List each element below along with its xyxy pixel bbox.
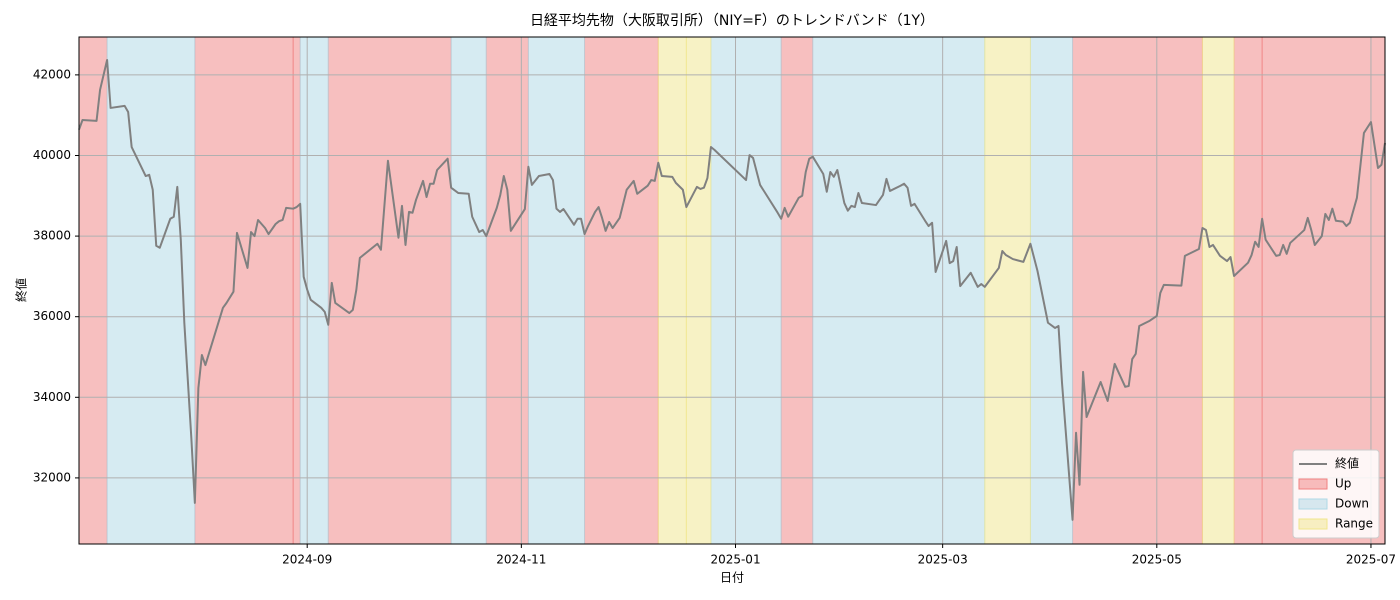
trend-band (527, 36, 586, 545)
y-tick-label: 36000 (33, 309, 71, 323)
trend-band (292, 36, 301, 545)
y-tick-label: 38000 (33, 229, 71, 243)
y-tick-label: 42000 (33, 67, 71, 81)
trend-band (780, 36, 814, 545)
price-line (78, 58, 1386, 521)
trend-band (984, 36, 1031, 545)
legend-label: Down (1335, 497, 1369, 511)
trend-band (1201, 36, 1235, 545)
trend-band (485, 36, 529, 545)
trend-band (685, 36, 712, 545)
trend-band (1029, 36, 1074, 545)
trend-band (584, 36, 659, 545)
x-tick-label: 2025-07 (1346, 553, 1396, 567)
y-tick-label: 34000 (33, 390, 71, 404)
legend-label: Up (1335, 477, 1351, 491)
trend-band (450, 36, 487, 545)
plot-frame (78, 36, 1386, 545)
legend-label: 終値 (1335, 456, 1359, 471)
x-tick-label: 2024-09 (282, 553, 332, 567)
legend-box (1292, 449, 1380, 539)
x-tick-label: 2025-03 (918, 553, 968, 567)
trend-band (78, 36, 108, 545)
trend-band (657, 36, 687, 545)
y-axis-label: 終値 (14, 278, 29, 302)
trend-band (106, 36, 196, 545)
legend: 終値 Up Down Range (1292, 449, 1380, 539)
trend-band (327, 36, 452, 545)
x-tick-label: 2025-05 (1132, 553, 1182, 567)
x-tick-label: 2024-11 (496, 553, 546, 567)
x-tick-label: 2025-01 (710, 553, 760, 567)
trend-band (194, 36, 294, 545)
y-tick-label: 32000 (33, 470, 71, 484)
trend-band (812, 36, 986, 545)
legend-swatch (1298, 478, 1328, 490)
trend-band (1233, 36, 1263, 545)
legend-swatch (1298, 518, 1328, 530)
legend-label: Range (1335, 517, 1373, 531)
trend-band (1072, 36, 1203, 545)
trend-band (710, 36, 782, 545)
trend-band (299, 36, 329, 545)
chart-title: 日経平均先物（大阪取引所）（NIY=F）のトレンドバンド（1Y） (530, 13, 934, 29)
y-tick-label: 40000 (33, 148, 71, 162)
x-axis-label: 日付 (720, 571, 744, 585)
legend-swatch (1298, 498, 1328, 510)
